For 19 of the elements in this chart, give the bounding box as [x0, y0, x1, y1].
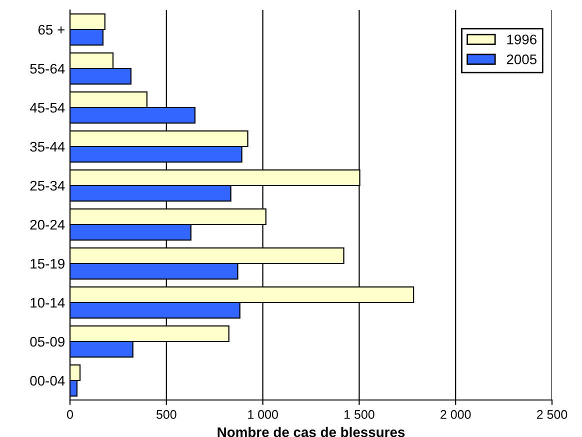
- y-tick-label: 45-54: [30, 102, 65, 113]
- x-tick-label: 500: [156, 410, 176, 419]
- x-tick-label: 0: [67, 410, 73, 419]
- y-tick-label: 15-19: [30, 258, 64, 269]
- y-tick-label: 55-64: [30, 64, 65, 74]
- y-tick-label: 05-09: [30, 336, 64, 347]
- y-tick-label: 65 +: [38, 24, 64, 35]
- y-tick-label: 35-44: [30, 142, 65, 152]
- y-tick-label: 20-24: [30, 220, 65, 230]
- x-tick-label: 2 000: [440, 410, 471, 419]
- y-tick-label: 00-04: [30, 376, 65, 386]
- y-tick-label: 25-34: [30, 180, 65, 191]
- legend-label: 2005: [506, 54, 537, 64]
- x-tick-label: 2 500: [536, 410, 568, 419]
- x-axis-title: Nombre de cas de blessures: [218, 426, 405, 437]
- legend-label: 1996: [507, 34, 536, 44]
- y-tick-label: 10-14: [30, 298, 65, 308]
- x-tick-label: 1 500: [344, 410, 374, 419]
- x-tick-label: 1 000: [248, 410, 278, 419]
